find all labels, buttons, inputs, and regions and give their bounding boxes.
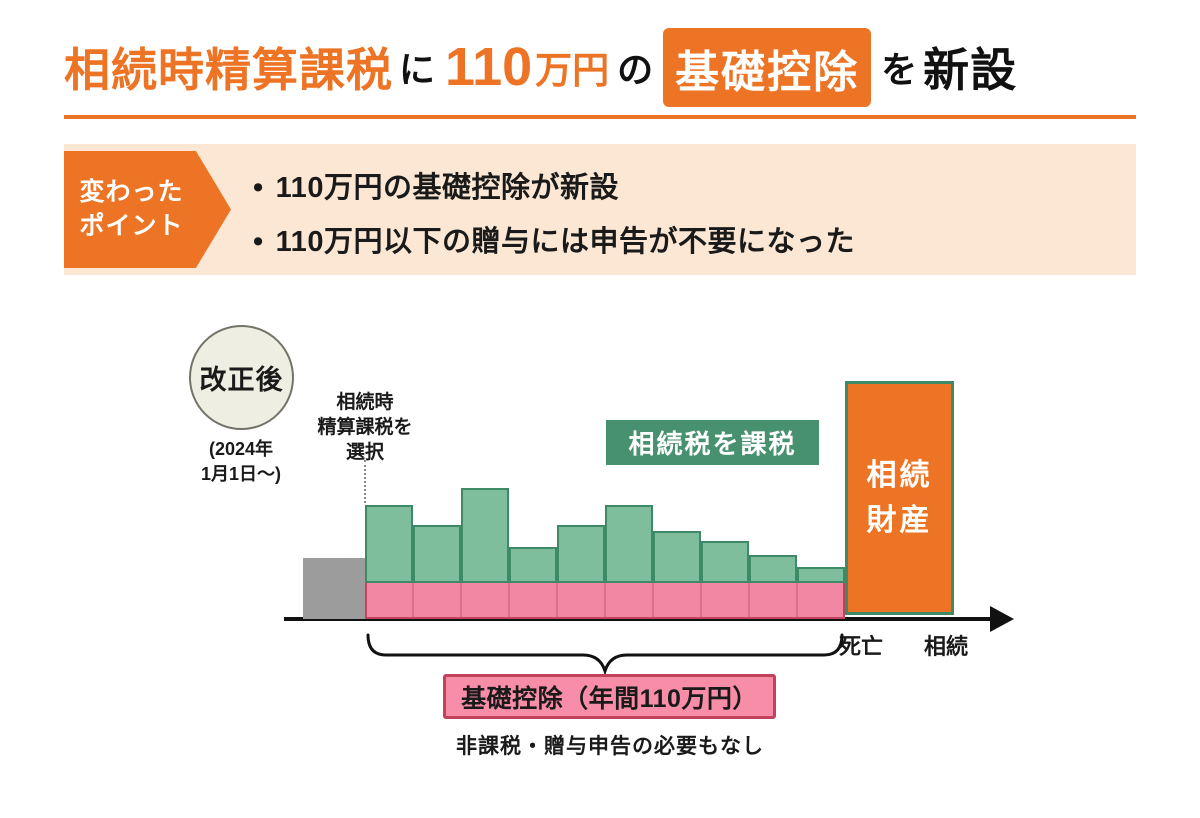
gift-bar: [797, 567, 845, 583]
death-label: 死亡: [839, 634, 884, 659]
page-title: 相続時精算課税 に 110 万円 の 基礎控除 を 新設: [64, 27, 1018, 107]
gift-bars: [365, 441, 845, 619]
taxation-select-label: 相続時 精算課税を 選択: [317, 392, 413, 464]
title-underline: [64, 115, 1136, 119]
gift-bar: [413, 525, 461, 583]
timeline-arrowhead-icon: [990, 606, 1014, 632]
deduction-cell-separator: [460, 583, 462, 617]
title-tail: 新設: [923, 44, 1018, 96]
pre-selection-bar: [303, 558, 365, 619]
title-particle-wo: を: [881, 49, 918, 90]
title-amount-number: 110: [445, 37, 533, 97]
deduction-cell-separator: [796, 583, 798, 617]
changed-points-panel: 変わった ポイント 110万円の基礎控除が新設 110万円以下の贈与には申告が不…: [64, 144, 1136, 275]
basic-deduction-tag: 基礎控除（年間110万円）: [443, 674, 776, 719]
after-revision-badge: 改正後: [189, 325, 294, 430]
gift-bar: [749, 555, 797, 583]
changed-points-list: 110万円の基礎控除が新設 110万円以下の贈与には申告が不要になった: [253, 164, 855, 260]
gift-bar: [365, 505, 413, 583]
deduction-cell-separator: [604, 583, 606, 617]
gift-bar: [509, 547, 557, 583]
title-particle-no: の: [617, 49, 654, 90]
inheritance-tax-label: 相続税を課税: [606, 420, 819, 465]
gift-bar: [701, 541, 749, 583]
ribbon-line1: 変わった: [79, 177, 184, 206]
gift-bar: [605, 505, 653, 583]
title-highlight-term: 基礎控除: [663, 27, 872, 107]
deduction-cell-separator: [652, 583, 654, 617]
inherited-estate-box: 相続 財産: [845, 381, 954, 615]
gift-bar: [653, 531, 701, 583]
gift-bar: [461, 488, 509, 583]
point-item: 110万円の基礎控除が新設: [253, 164, 855, 206]
deduction-cell-separator: [700, 583, 702, 617]
deduction-cell-separator: [508, 583, 510, 617]
gift-bar: [557, 525, 605, 583]
title-amount-unit: 万円: [535, 50, 610, 91]
brace-under-bars: [366, 633, 844, 675]
inheritance-label: 相続: [924, 634, 969, 659]
select-pointer-line: [364, 460, 366, 503]
title-keyword: 相続時精算課税: [64, 44, 393, 96]
title-particle-ni: に: [399, 49, 436, 90]
deduction-cell-separator: [748, 583, 750, 617]
deduction-cell-separator: [556, 583, 558, 617]
point-item: 110万円以下の贈与には申告が不要になった: [253, 218, 855, 260]
ribbon-line2: ポイント: [79, 211, 184, 240]
deduction-cell-separator: [412, 583, 414, 617]
changed-points-ribbon: 変わった ポイント: [64, 151, 231, 268]
tax-free-note: 非課税・贈与申告の必要もなし: [456, 735, 764, 758]
timeline-axis: [284, 617, 992, 621]
effective-date-label: (2024年 1月1日〜): [200, 439, 281, 485]
badge-label: 改正後: [199, 365, 284, 395]
